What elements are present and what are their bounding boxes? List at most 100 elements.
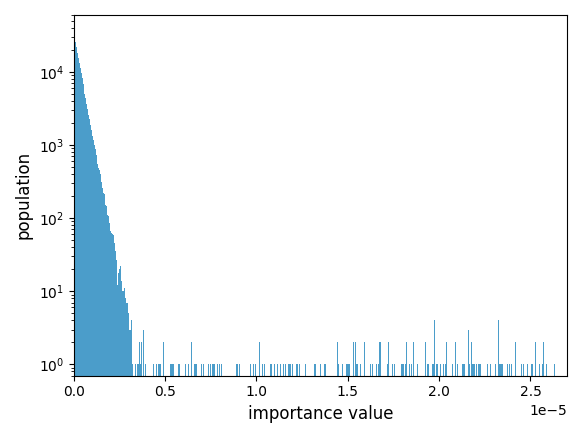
- Bar: [428, 364, 429, 438]
- Bar: [172, 364, 173, 438]
- Bar: [511, 364, 512, 438]
- Bar: [100, 174, 101, 438]
- Bar: [112, 234, 113, 438]
- Bar: [126, 303, 127, 438]
- Bar: [554, 364, 555, 438]
- Bar: [139, 343, 140, 438]
- Bar: [514, 343, 516, 438]
- Bar: [355, 343, 356, 438]
- Bar: [253, 364, 254, 438]
- Bar: [117, 286, 118, 438]
- Bar: [188, 364, 189, 438]
- Bar: [132, 364, 133, 438]
- Bar: [203, 364, 204, 438]
- Bar: [357, 364, 358, 438]
- Bar: [129, 329, 130, 438]
- Bar: [469, 364, 470, 438]
- Bar: [364, 343, 365, 438]
- Bar: [259, 343, 260, 438]
- Bar: [80, 73, 81, 438]
- Bar: [106, 206, 107, 438]
- Bar: [473, 364, 474, 438]
- Bar: [116, 260, 117, 438]
- Bar: [178, 364, 179, 438]
- Bar: [194, 364, 195, 438]
- Y-axis label: population: population: [15, 151, 33, 240]
- Bar: [125, 298, 126, 438]
- Bar: [283, 364, 284, 438]
- Bar: [432, 364, 433, 438]
- Bar: [87, 110, 88, 438]
- Bar: [406, 343, 407, 438]
- Bar: [495, 364, 496, 438]
- Bar: [76, 47, 77, 438]
- Bar: [119, 269, 120, 438]
- Bar: [315, 364, 317, 438]
- Bar: [121, 281, 122, 438]
- Bar: [425, 343, 426, 438]
- Bar: [122, 291, 123, 438]
- Bar: [113, 235, 114, 438]
- Bar: [288, 364, 289, 438]
- Bar: [417, 364, 418, 438]
- Bar: [95, 149, 97, 438]
- Bar: [84, 94, 86, 438]
- Bar: [349, 364, 350, 438]
- Bar: [304, 364, 306, 438]
- Bar: [104, 194, 105, 438]
- Bar: [325, 364, 327, 438]
- Bar: [208, 364, 209, 438]
- Bar: [523, 364, 524, 438]
- Bar: [110, 231, 111, 438]
- Bar: [348, 364, 349, 438]
- Bar: [88, 115, 90, 438]
- Bar: [140, 364, 141, 438]
- Bar: [452, 364, 453, 438]
- Bar: [221, 364, 222, 438]
- Bar: [109, 223, 110, 438]
- Bar: [131, 320, 132, 438]
- Bar: [292, 364, 293, 438]
- Bar: [237, 364, 239, 438]
- Bar: [138, 364, 139, 438]
- Bar: [77, 58, 79, 438]
- Bar: [105, 205, 106, 438]
- Bar: [143, 329, 144, 438]
- Bar: [90, 125, 91, 438]
- Bar: [86, 98, 87, 438]
- Bar: [507, 364, 508, 438]
- Bar: [91, 130, 93, 438]
- Bar: [314, 364, 315, 438]
- Bar: [347, 364, 348, 438]
- Bar: [271, 364, 272, 438]
- Bar: [102, 187, 103, 438]
- Bar: [239, 364, 240, 438]
- Bar: [130, 329, 131, 438]
- Bar: [262, 364, 263, 438]
- Bar: [533, 364, 534, 438]
- Bar: [173, 364, 174, 438]
- Bar: [320, 364, 321, 438]
- Bar: [457, 364, 459, 438]
- Bar: [471, 343, 472, 438]
- Bar: [277, 364, 278, 438]
- Bar: [487, 364, 488, 438]
- Bar: [128, 313, 129, 438]
- Bar: [285, 364, 286, 438]
- Bar: [338, 364, 339, 438]
- Bar: [403, 364, 404, 438]
- Bar: [120, 266, 121, 438]
- Bar: [370, 364, 371, 438]
- Bar: [274, 364, 275, 438]
- Bar: [103, 193, 104, 438]
- Bar: [123, 291, 124, 438]
- Bar: [299, 364, 300, 438]
- Bar: [440, 364, 441, 438]
- Bar: [480, 364, 481, 438]
- Bar: [509, 364, 510, 438]
- Bar: [346, 364, 347, 438]
- Bar: [159, 364, 161, 438]
- Bar: [378, 343, 379, 438]
- Bar: [179, 364, 180, 438]
- Bar: [324, 364, 325, 438]
